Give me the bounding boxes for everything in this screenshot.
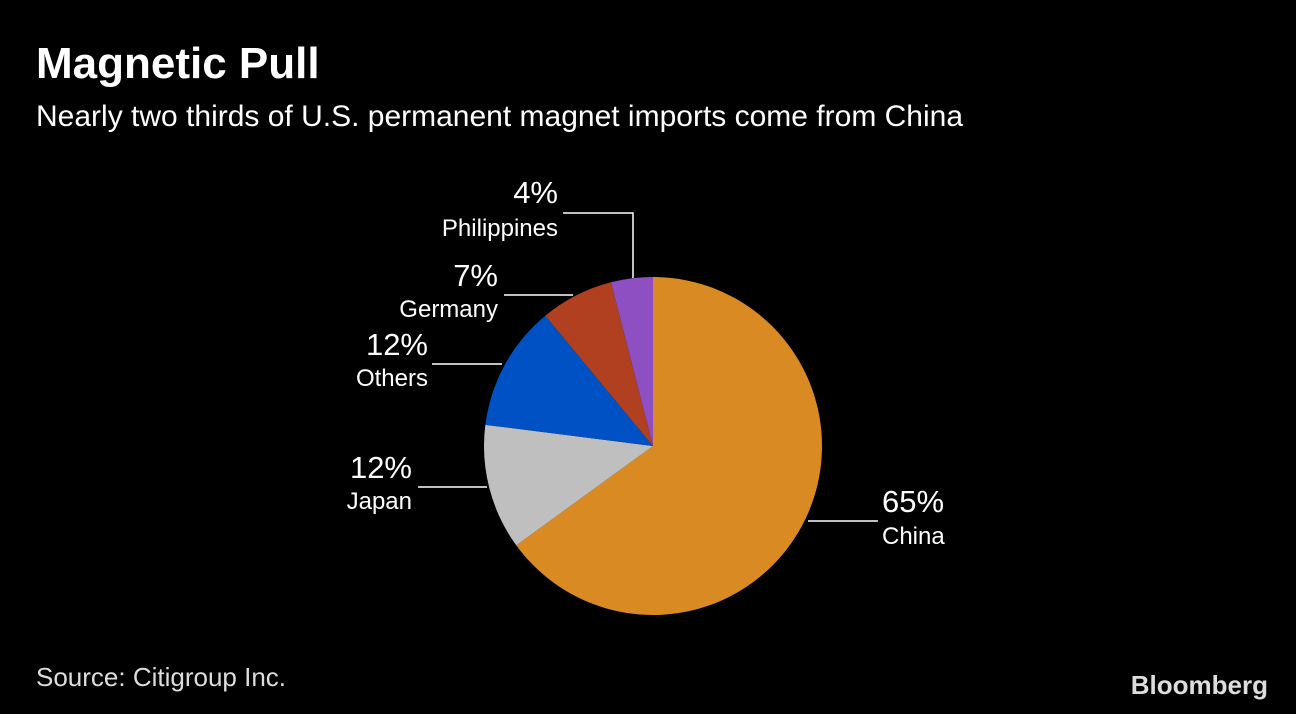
leader-line <box>563 212 634 278</box>
value-label: 12% <box>366 327 428 362</box>
brand-logo: Bloomberg <box>1131 670 1268 700</box>
category-label: Philippines <box>442 215 558 242</box>
chart-title: Magnetic Pull <box>36 39 320 88</box>
category-label: Germany <box>399 296 498 323</box>
source: Source: Citigroup Inc. <box>36 662 286 692</box>
value-label: 12% <box>350 450 412 485</box>
value-label: 65% <box>882 484 944 519</box>
pie-slice <box>610 277 653 446</box>
pie-slice <box>483 424 653 546</box>
pie-slice <box>545 282 653 446</box>
category-label: Others <box>356 365 428 392</box>
category-label: Japan <box>347 488 412 515</box>
pie-slice <box>485 315 653 446</box>
category-label: China <box>882 523 945 550</box>
value-label: 7% <box>453 258 498 293</box>
value-label: 4% <box>513 175 558 210</box>
pie-slice <box>516 277 822 615</box>
chart-subtitle: Nearly two thirds of U.S. permanent magn… <box>36 100 963 133</box>
